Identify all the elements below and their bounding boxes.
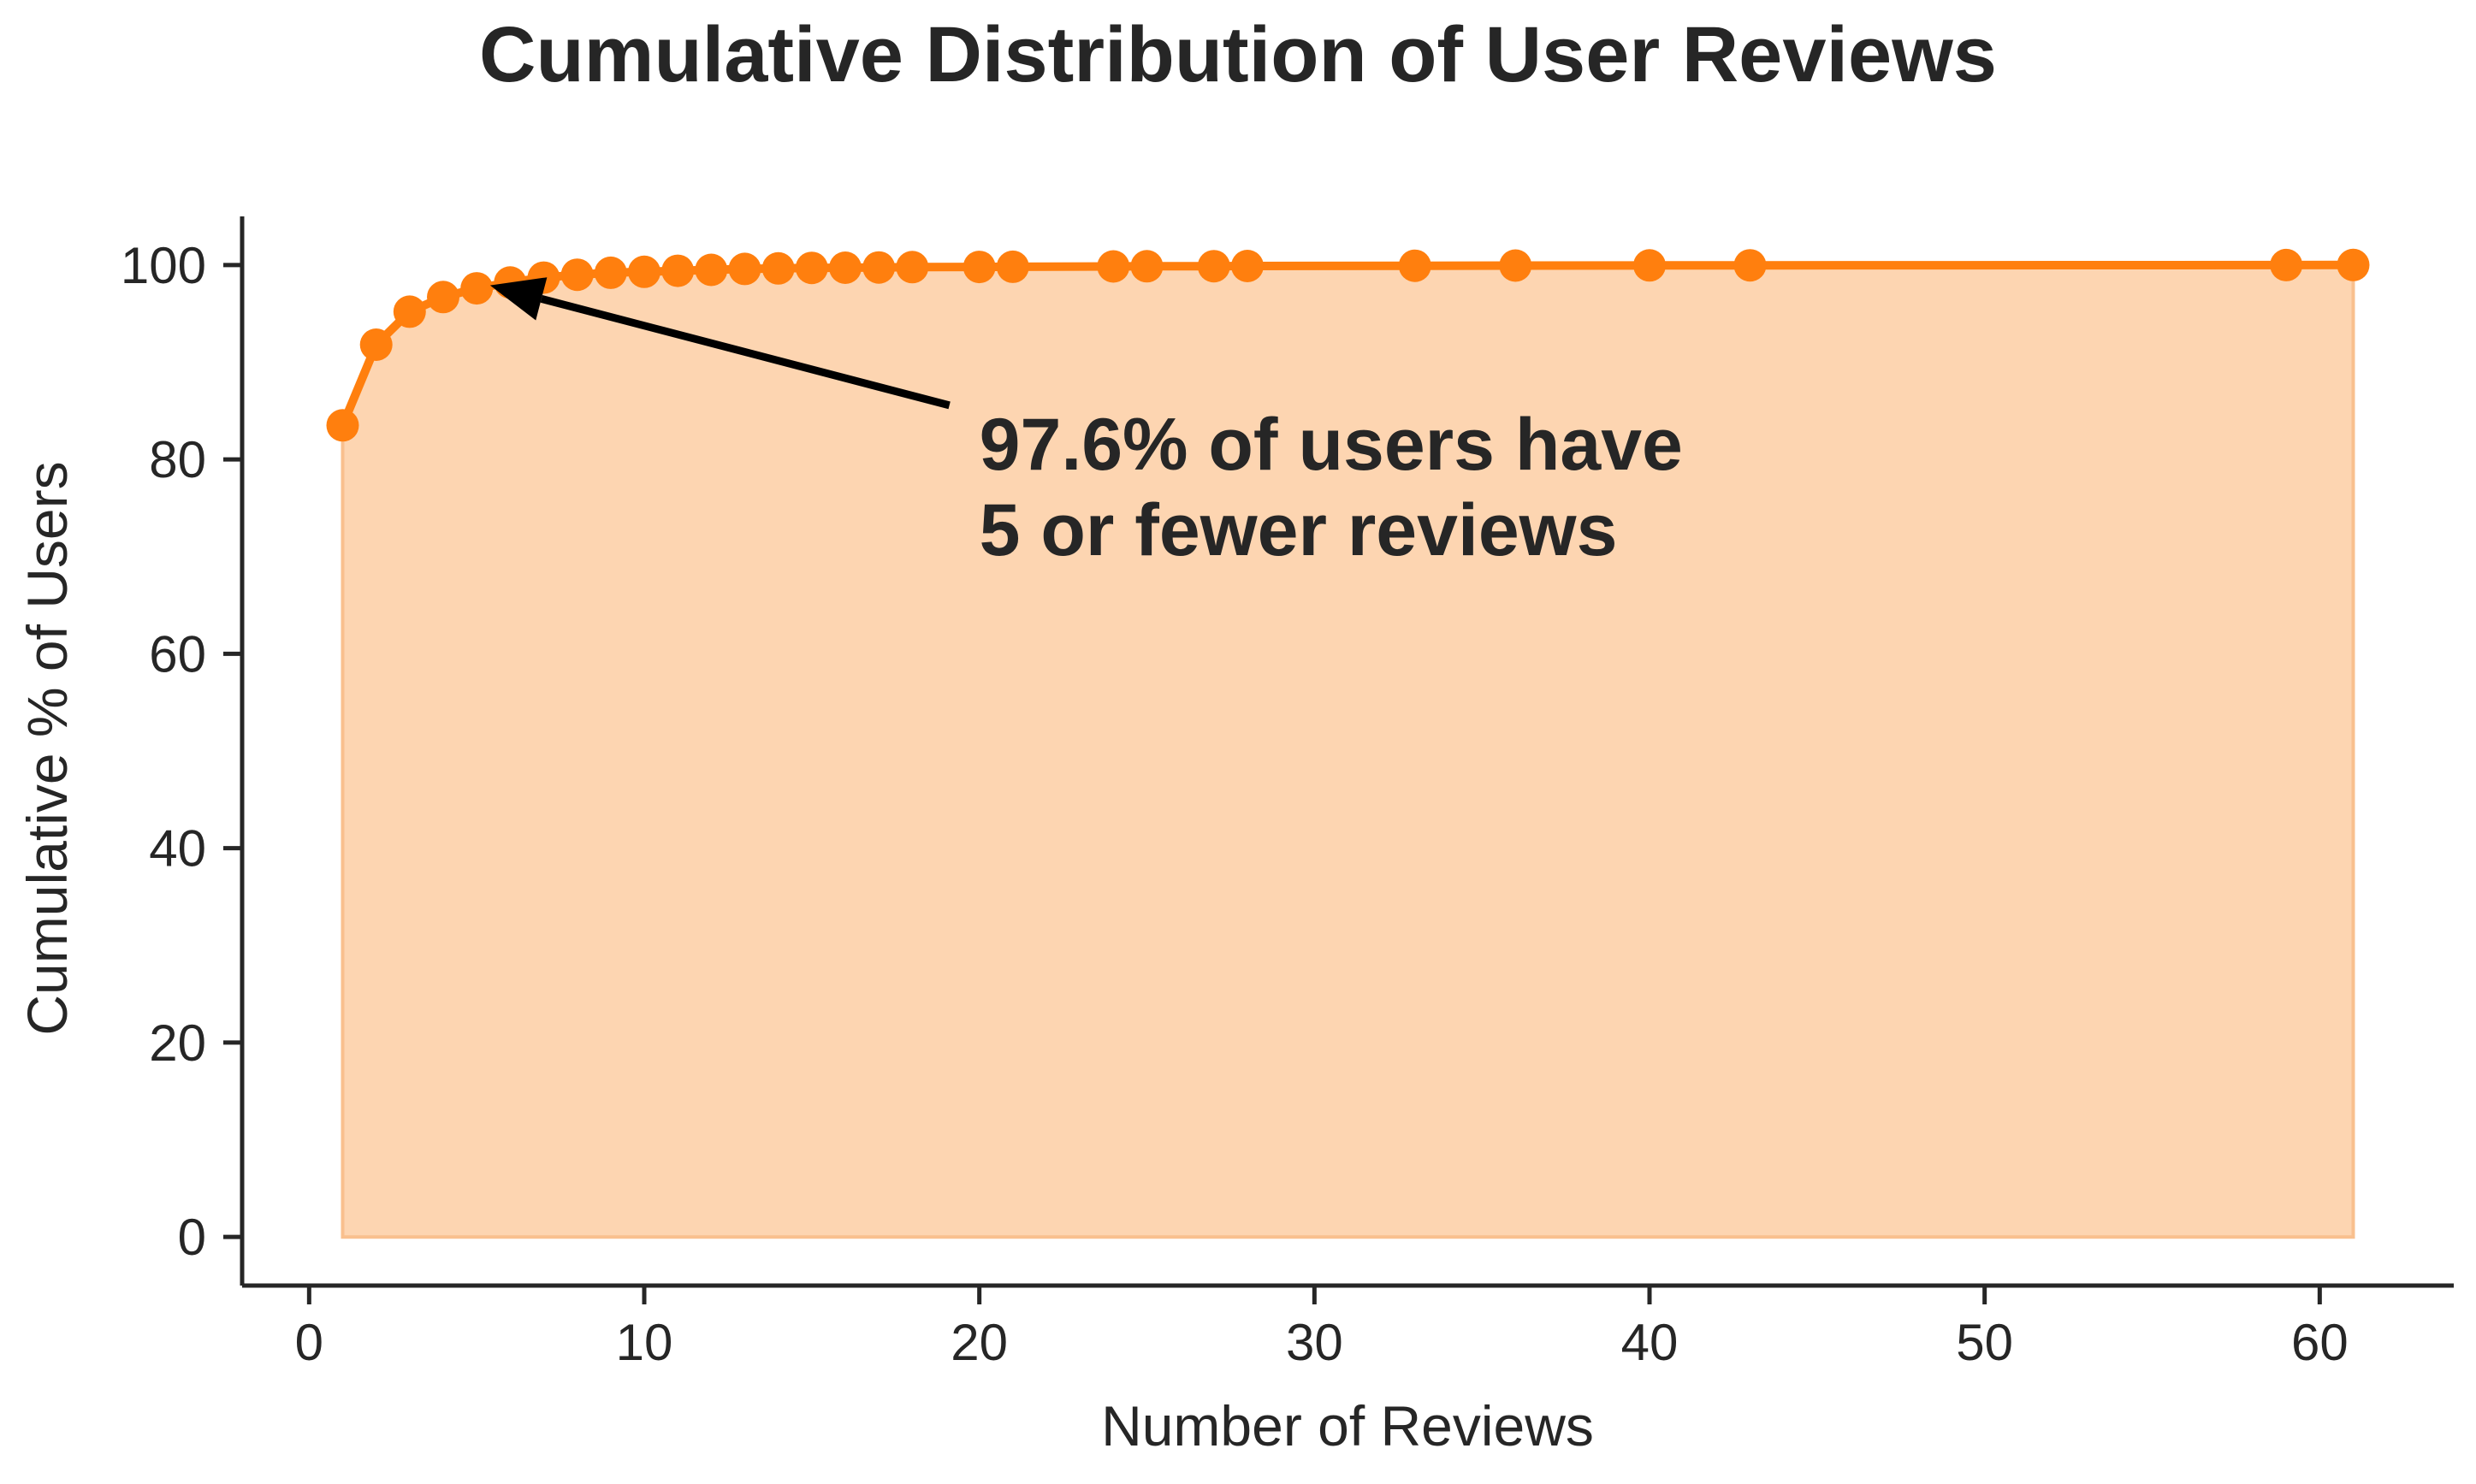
x-ticks: 0 10 20 30 40 50 60 — [295, 1286, 2349, 1371]
data-point — [963, 251, 996, 284]
data-point — [359, 328, 393, 361]
data-point — [560, 258, 594, 292]
y-tick-label: 40 — [149, 820, 206, 878]
axes: 0 10 20 30 40 50 60 0 20 40 60 80 100 — [121, 216, 2454, 1371]
x-axis-label: Number of Reviews — [1101, 1394, 1594, 1457]
data-point — [829, 251, 862, 284]
data-point — [1499, 249, 1532, 282]
y-tick-label: 100 — [121, 237, 206, 294]
data-point — [460, 272, 494, 305]
x-tick-label: 50 — [1956, 1314, 2013, 1371]
annotation-line-2: 5 or fewer reviews — [980, 489, 1618, 571]
data-point — [862, 251, 896, 284]
annotation-arrow-head — [489, 277, 548, 321]
y-tick-label: 0 — [178, 1209, 206, 1266]
data-point — [1231, 250, 1264, 282]
data-point — [728, 252, 761, 286]
x-tick-label: 60 — [2291, 1314, 2349, 1371]
data-point — [661, 254, 695, 287]
data-point — [2270, 248, 2303, 281]
chart-title: Cumulative Distribution of User Reviews — [479, 11, 1997, 98]
data-point — [1398, 249, 1431, 282]
x-tick-label: 0 — [295, 1314, 323, 1371]
data-point — [1130, 250, 1164, 283]
data-point — [1197, 250, 1230, 283]
y-ticks: 0 20 40 60 80 100 — [121, 237, 242, 1266]
data-point — [896, 251, 929, 284]
annotation-line-1: 97.6% of users have — [980, 404, 1683, 486]
data-point — [393, 295, 426, 328]
data-point — [1097, 250, 1130, 283]
y-axis-label: Cumulative % of Users — [15, 461, 79, 1035]
data-point — [2337, 248, 2370, 281]
plot-area — [326, 248, 2370, 1239]
annotation-arrow — [540, 294, 951, 410]
y-tick-label: 60 — [149, 625, 206, 683]
data-point — [695, 253, 728, 287]
data-point — [326, 409, 359, 442]
data-point — [1633, 249, 1666, 282]
data-point — [795, 251, 828, 285]
x-tick-label: 10 — [616, 1314, 673, 1371]
data-point — [761, 251, 795, 285]
y-tick-label: 20 — [149, 1014, 206, 1072]
y-tick-label: 80 — [149, 431, 206, 488]
x-tick-label: 20 — [951, 1314, 1008, 1371]
x-tick-label: 40 — [1621, 1314, 1679, 1371]
annotation: 97.6% of users have 5 or fewer reviews — [489, 277, 1703, 571]
data-point — [1733, 249, 1767, 282]
x-tick-label: 30 — [1286, 1314, 1343, 1371]
data-points — [326, 248, 2370, 442]
annotation-text: 97.6% of users have 5 or fewer reviews — [980, 404, 1703, 571]
data-point — [427, 281, 459, 314]
data-point — [996, 250, 1029, 283]
data-point — [594, 256, 627, 289]
data-point — [628, 255, 660, 288]
